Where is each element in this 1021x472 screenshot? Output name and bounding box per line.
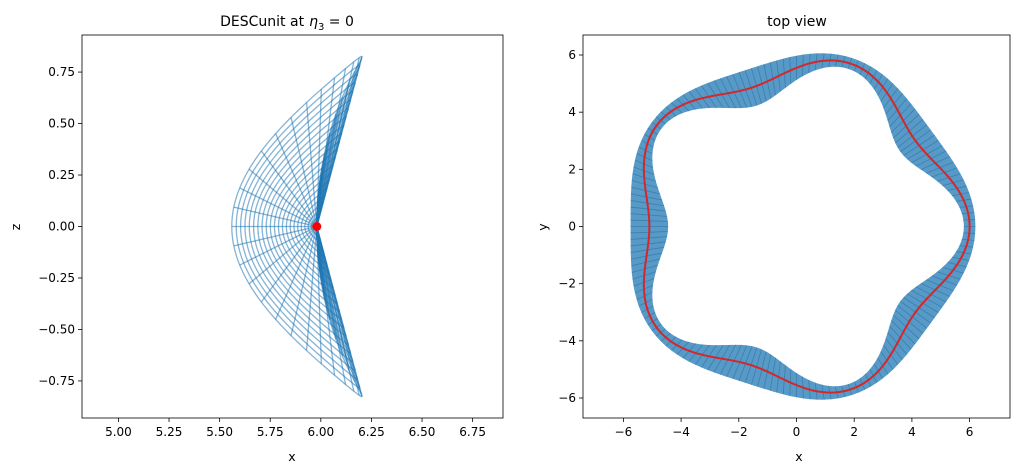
top-view-plot-area	[630, 53, 976, 400]
top-view-ytick-label: 0	[568, 220, 576, 234]
poloidal-ray-line	[248, 226, 318, 285]
top-view-title: top view	[767, 14, 827, 30]
top-view-xtick-label: 2	[850, 425, 858, 439]
top-view-xtick-label: 0	[793, 425, 801, 439]
poloidal-ray-line	[260, 226, 318, 303]
cross-section-title-text: DESCunit at	[220, 14, 304, 30]
cross-section-ytick-label: 0.00	[48, 220, 75, 234]
poloidal-ray-line	[305, 226, 318, 351]
poloidal-ray-line	[248, 168, 318, 227]
magnetic-axis-point	[312, 222, 322, 231]
cross-section-xtick-label: 5.50	[206, 425, 233, 439]
top-view-ytick-label: −2	[558, 277, 576, 291]
top-view-xtick-label: 4	[908, 425, 916, 439]
poloidal-ray-line	[239, 187, 318, 228]
top-view-xtick-label: −4	[672, 425, 690, 439]
magnetic-axis-line	[642, 59, 971, 394]
top-view-xtick-label: −2	[730, 425, 748, 439]
cross-section-xlabel: x	[288, 449, 295, 464]
top-view-ytick-label: 4	[568, 105, 576, 119]
cross-section-title-symbol: η	[309, 14, 318, 30]
cross-section-xtick-label: 5.75	[257, 425, 284, 439]
poloidal-ray-line	[239, 225, 318, 266]
top-view-xtick-label: −6	[615, 425, 633, 439]
cross-section-title-rest: = 0	[324, 14, 354, 30]
cross-section-panel: DESCunit at η3 = 0 5.00 5.25 5.50 5.75 6.00 6.…	[8, 14, 504, 464]
poloidal-ray-line	[233, 225, 317, 247]
cross-section-ylabel: z	[8, 223, 23, 230]
poloidal-ray-line	[290, 226, 318, 336]
top-view-ylabel: y	[535, 223, 550, 231]
cross-section-ytick-label: 0.50	[48, 117, 75, 131]
poloidal-ray-line	[233, 206, 317, 228]
top-view-ytick-label: −6	[558, 391, 576, 405]
poloidal-ray-line	[316, 77, 336, 227]
cross-section-title-subscript: 3	[318, 22, 324, 33]
poloidal-ray-line	[275, 226, 318, 320]
poloidal-ray-line	[316, 68, 347, 227]
poloidal-ray-line	[305, 102, 318, 227]
top-view-ytick-label: 2	[568, 162, 576, 176]
top-view-xlabel: x	[795, 449, 802, 464]
cross-section-xtick-label: 5.25	[156, 425, 183, 439]
cross-section-ytick-label: 0.25	[48, 168, 75, 182]
poloidal-ray-line	[316, 61, 355, 227]
cross-section-xtick-label: 6.75	[459, 425, 486, 439]
cross-section-xtick-label: 6.00	[307, 425, 334, 439]
cross-section-ytick-label: −0.75	[38, 374, 75, 388]
cross-section-ytick-label: −0.50	[38, 322, 75, 336]
poloidal-ray-line	[316, 89, 322, 227]
cross-section-xtick-label: 5.00	[105, 425, 132, 439]
poloidal-ray-line	[290, 117, 318, 227]
poloidal-ray-line	[275, 133, 318, 227]
top-view-panel: top view −6 −4 −2 0 2 4 6 6 4 2 0 −2 −4 −6 x y	[535, 14, 1011, 464]
top-view-xtick-label: 6	[966, 425, 974, 439]
cross-section-ytick-label: 0.75	[48, 65, 75, 79]
cross-section-title: DESCunit at η3 = 0	[220, 14, 354, 33]
cross-section-ytick-label: −0.25	[38, 271, 75, 285]
cross-section-xtick-label: 6.25	[358, 425, 385, 439]
poloidal-ray-line	[260, 150, 318, 227]
cross-section-plot-area	[231, 55, 363, 398]
poloidal-ray-line	[316, 57, 360, 227]
top-view-ytick-label: −4	[558, 334, 576, 348]
cross-section-xtick-label: 6.50	[409, 425, 436, 439]
top-view-ytick-label: 6	[568, 48, 576, 62]
